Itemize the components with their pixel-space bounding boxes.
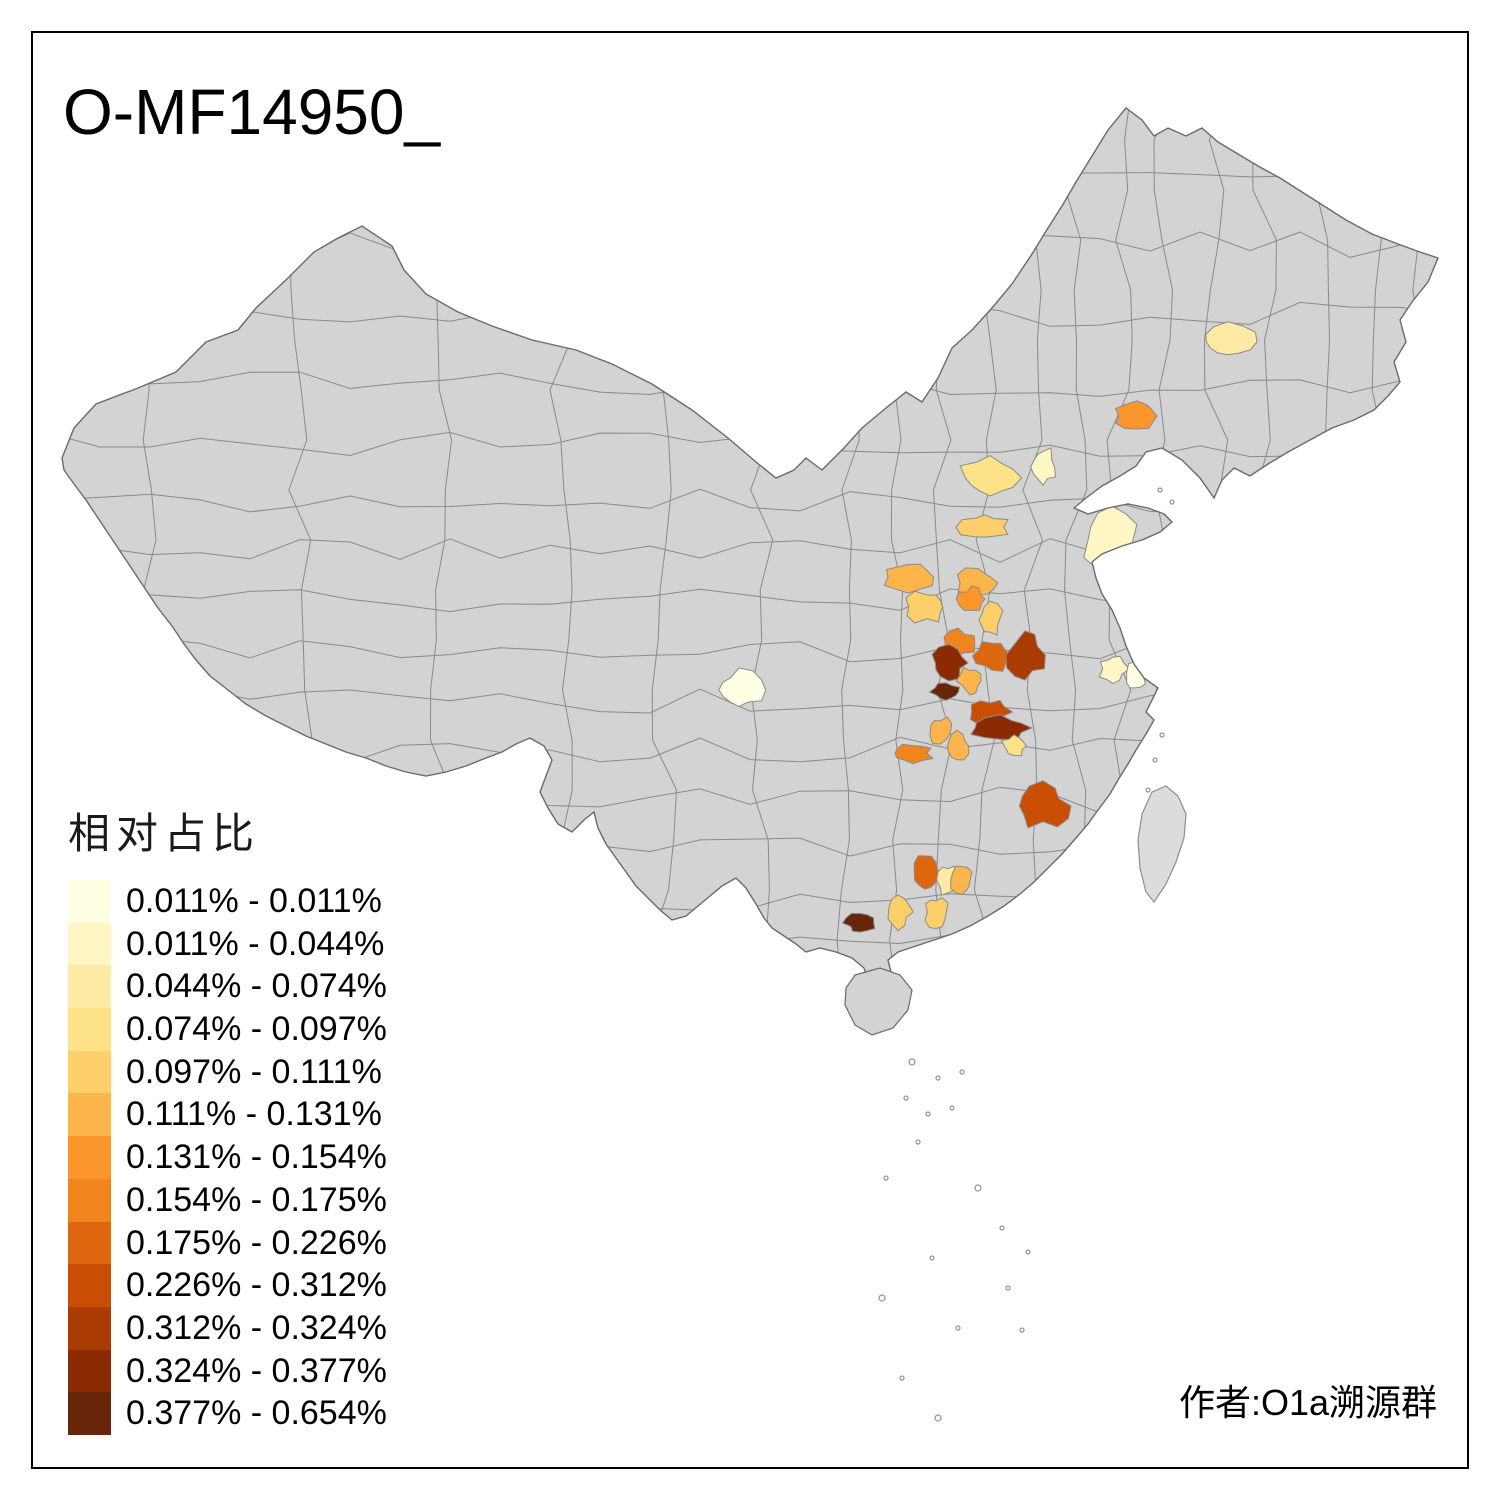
south-china-sea-islands xyxy=(878,487,1175,1422)
map-region xyxy=(959,455,1023,497)
legend-swatch xyxy=(68,965,111,1009)
map-region xyxy=(955,666,982,696)
legend-swatch xyxy=(68,1178,111,1222)
map-region xyxy=(950,865,973,895)
chart-title: O-MF14950_ xyxy=(63,76,441,148)
legend-item: 0.111% - 0.131% xyxy=(68,1093,387,1137)
legend-range-label: 0.011% - 0.011% xyxy=(126,882,382,920)
hainan-island xyxy=(844,967,913,1036)
legend: 相对占比 0.011% - 0.011% 0.011% - 0.044% 0.044… xyxy=(68,810,387,1435)
map-region xyxy=(1205,321,1258,356)
map-region xyxy=(887,894,914,932)
legend-item: 0.131% - 0.154% xyxy=(68,1136,387,1179)
legend-range-label: 0.154% - 0.175% xyxy=(126,1180,387,1219)
mainland-outline xyxy=(61,107,1439,1004)
legend-item: 0.312% - 0.324% xyxy=(68,1306,387,1350)
map-region xyxy=(883,563,935,594)
legend-item: 0.226% - 0.312% xyxy=(68,1264,387,1307)
legend-items: 0.011% - 0.011% 0.011% - 0.044% 0.044% - 0… xyxy=(68,880,387,1435)
legend-range-label: 0.044% - 0.074% xyxy=(126,967,387,1006)
map-region xyxy=(955,514,1009,538)
map-region xyxy=(905,590,944,624)
map-region xyxy=(894,743,935,765)
legend-swatch xyxy=(68,1136,111,1179)
legend-range-label: 0.131% - 0.154% xyxy=(126,1138,387,1177)
map-region xyxy=(841,912,876,933)
legend-range-label: 0.377% - 0.654% xyxy=(126,1394,387,1433)
map-region xyxy=(1018,780,1072,829)
map-region xyxy=(1000,734,1027,757)
legend-item: 0.011% - 0.011% xyxy=(68,880,387,923)
map-region xyxy=(1126,660,1148,689)
map-region xyxy=(971,641,1012,672)
legend-title: 相对占比 xyxy=(68,810,261,857)
map-region xyxy=(928,682,961,701)
legend-item: 0.044% - 0.074% xyxy=(68,965,387,1009)
map-region xyxy=(1098,655,1131,685)
legend-item: 0.011% - 0.044% xyxy=(68,922,387,966)
legend-range-label: 0.111% - 0.131% xyxy=(126,1095,382,1134)
map-region xyxy=(913,855,939,890)
legend-swatch xyxy=(68,1349,111,1393)
legend-item: 0.175% - 0.226% xyxy=(68,1221,387,1265)
map-region xyxy=(955,585,986,611)
legend-range-label: 0.074% - 0.097% xyxy=(126,1010,387,1049)
legend-swatch xyxy=(68,1093,111,1137)
map-region xyxy=(929,716,953,745)
legend-swatch xyxy=(68,1392,111,1435)
highlighted-regions xyxy=(718,321,1258,933)
taiwan-island xyxy=(1137,785,1187,904)
legend-swatch xyxy=(68,880,111,923)
mainland-china xyxy=(62,108,1438,1002)
map-region xyxy=(946,729,970,761)
legend-range-label: 0.324% - 0.377% xyxy=(126,1351,387,1390)
legend-range-label: 0.226% - 0.312% xyxy=(126,1266,387,1305)
legend-swatch xyxy=(68,1050,111,1094)
legend-item: 0.324% - 0.377% xyxy=(68,1349,387,1393)
map-region xyxy=(978,600,1004,636)
legend-range-label: 0.312% - 0.324% xyxy=(126,1308,387,1347)
legend-range-label: 0.175% - 0.226% xyxy=(126,1223,387,1262)
attribution-text: 作者:O1a溯源群 xyxy=(1178,1382,1437,1423)
map-region xyxy=(924,897,949,930)
legend-swatch xyxy=(68,1306,111,1350)
legend-range-label: 0.011% - 0.044% xyxy=(126,924,385,963)
map-region xyxy=(1114,400,1158,430)
legend-item: 0.377% - 0.654% xyxy=(68,1392,387,1435)
legend-swatch xyxy=(68,1008,111,1051)
map-region xyxy=(718,667,767,708)
legend-item: 0.154% - 0.175% xyxy=(68,1178,387,1222)
legend-range-label: 0.097% - 0.111% xyxy=(126,1052,382,1091)
legend-swatch xyxy=(68,1221,111,1265)
legend-item: 0.097% - 0.111% xyxy=(68,1050,387,1094)
map-region xyxy=(956,567,999,597)
legend-swatch xyxy=(68,1264,111,1307)
legend-item: 0.074% - 0.097% xyxy=(68,1008,387,1051)
map-region xyxy=(1030,447,1057,487)
legend-swatch xyxy=(68,922,111,966)
map-region xyxy=(1005,630,1046,681)
